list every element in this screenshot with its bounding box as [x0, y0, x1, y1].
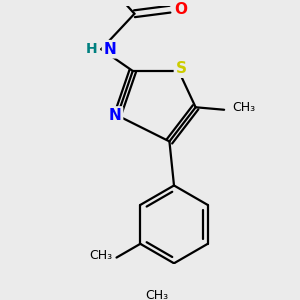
Text: H: H [86, 42, 98, 56]
Text: CH₃: CH₃ [89, 249, 112, 262]
Text: N: N [103, 42, 116, 57]
Text: O: O [175, 2, 188, 17]
Text: CH₃: CH₃ [145, 289, 168, 300]
Text: CH₃: CH₃ [232, 101, 255, 114]
Text: N: N [109, 108, 122, 123]
Text: S: S [176, 61, 187, 76]
